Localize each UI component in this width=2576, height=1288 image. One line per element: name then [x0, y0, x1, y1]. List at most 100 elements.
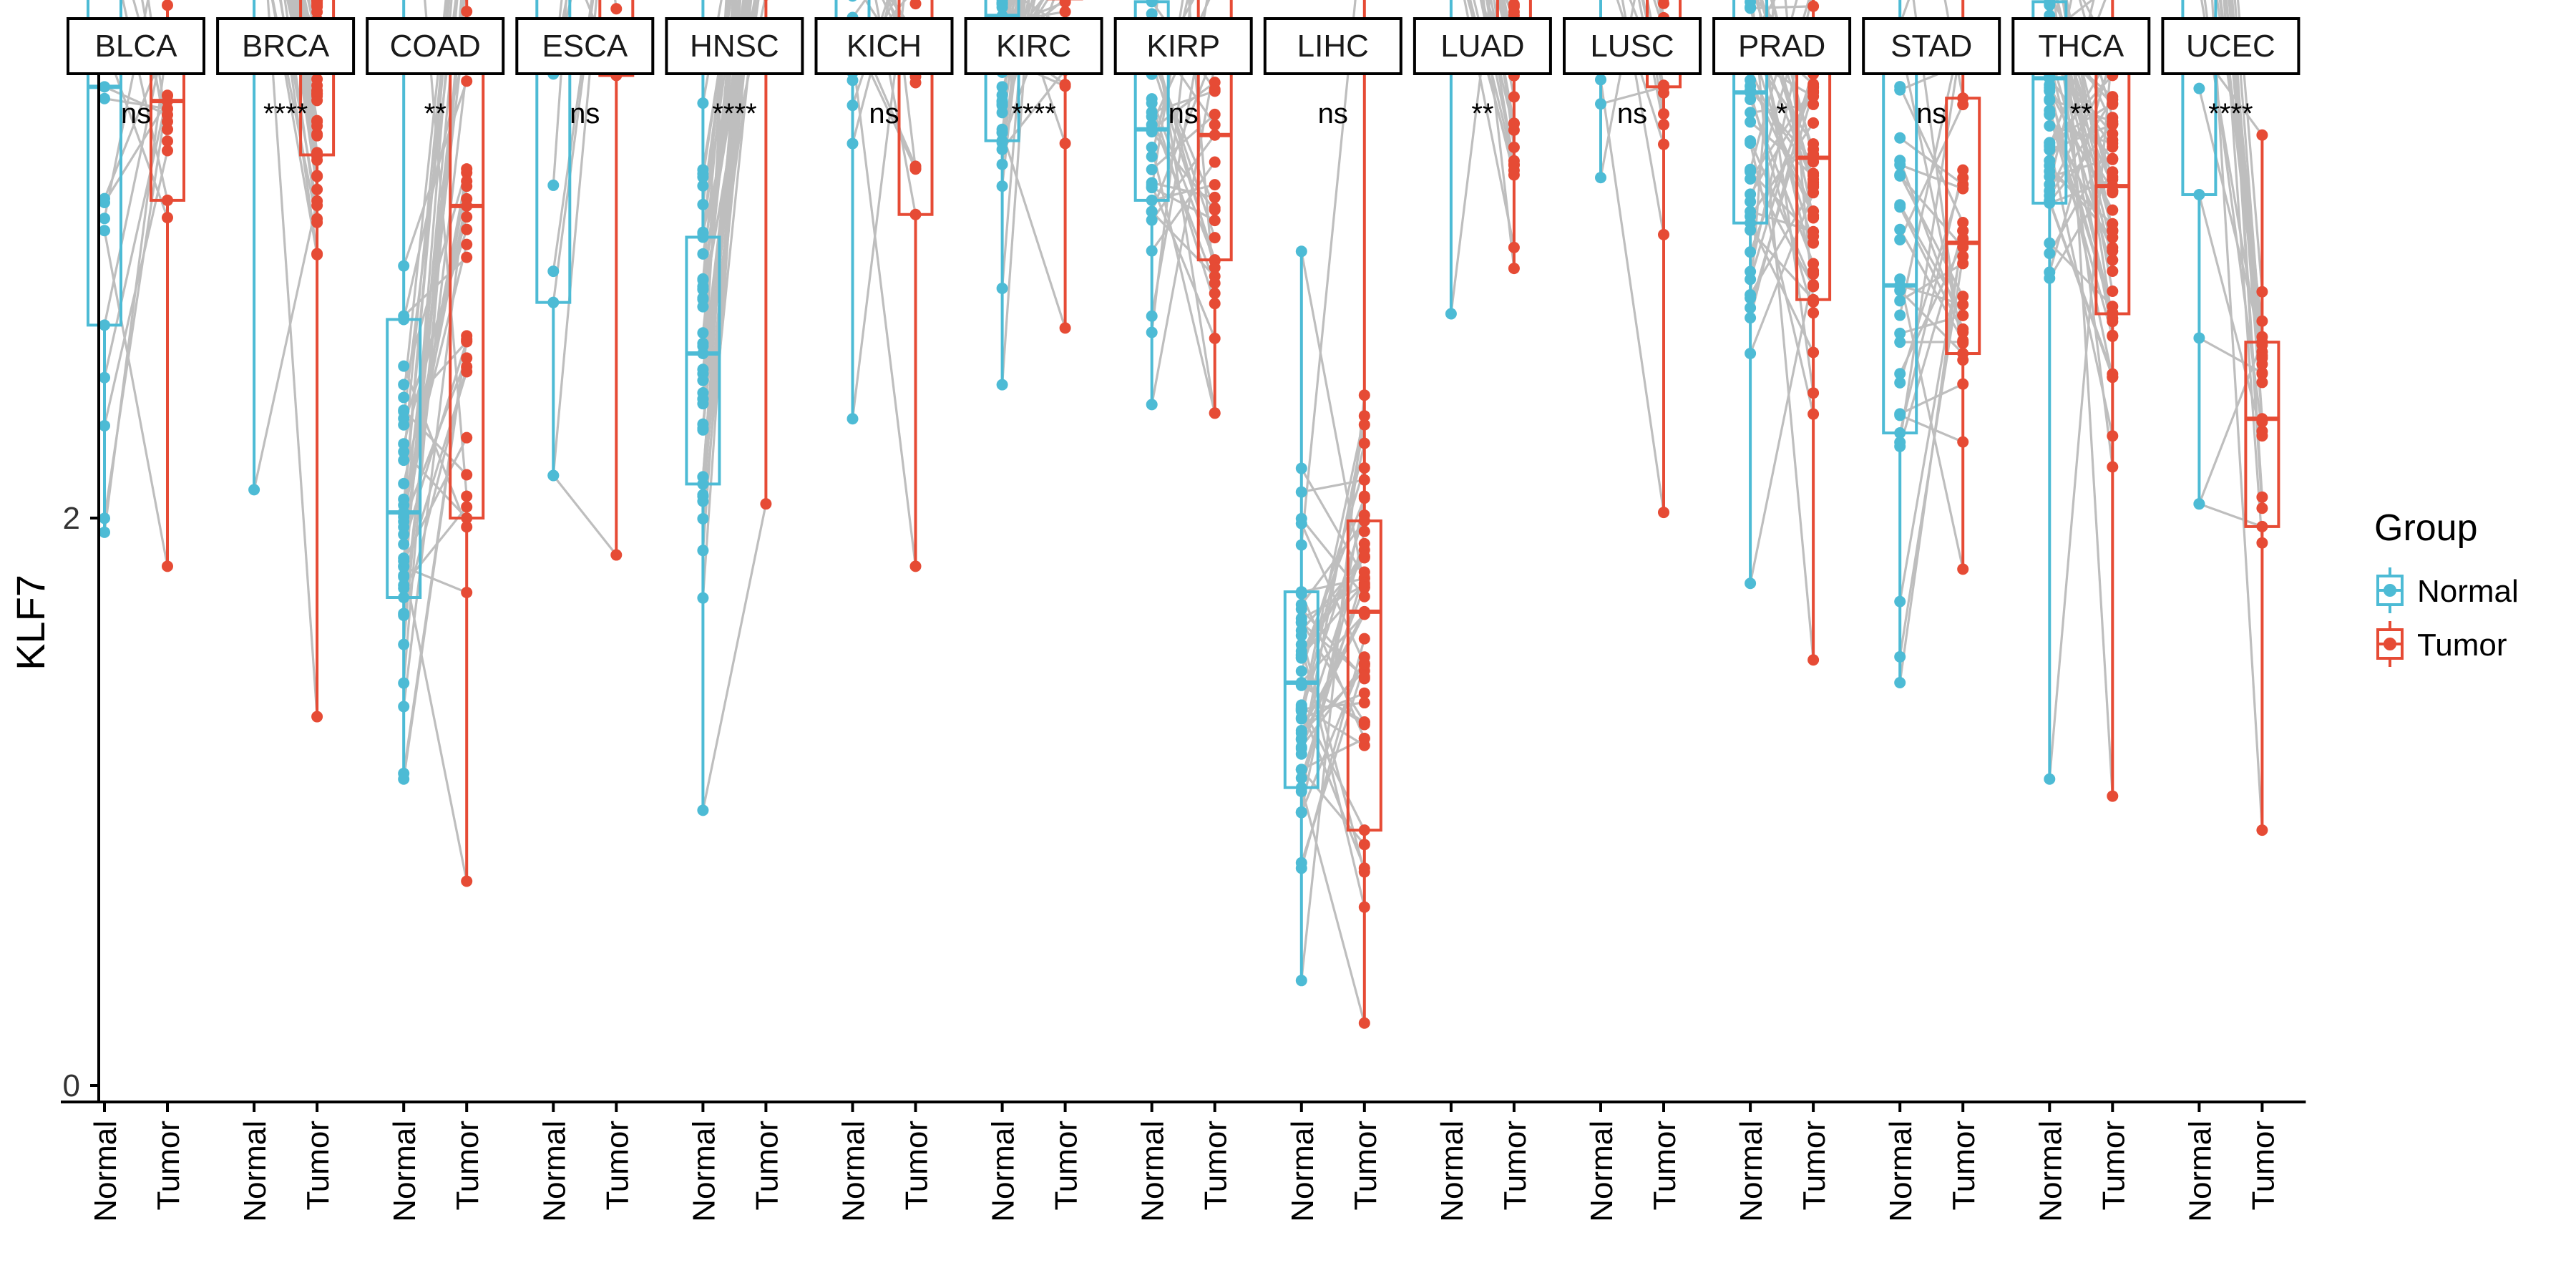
significance-label: ns [121, 98, 151, 130]
tumor-point [1358, 697, 1370, 709]
tumor-point [2256, 129, 2268, 141]
legend-tumor-point [2384, 638, 2396, 650]
significance-label: ** [2070, 98, 2092, 130]
tumor-point [1209, 204, 1221, 216]
tumor-point [1957, 298, 1969, 311]
normal-point [99, 526, 110, 538]
paired-line [1749, 186, 1815, 296]
paired-line [1899, 414, 1963, 444]
normal-point [996, 0, 1008, 9]
normal-point [398, 477, 410, 489]
normal-point [996, 143, 1008, 155]
legend-normal-label: Normal [2417, 574, 2519, 609]
normal-point [99, 81, 110, 93]
tumor-point [1807, 654, 1820, 666]
strip-label: KIRP [1146, 29, 1220, 64]
normal-point [1295, 587, 1307, 600]
normal-point [99, 512, 110, 525]
tumor-point [1358, 658, 1370, 670]
paired-line [1898, 177, 1964, 384]
x-tick-label: Normal [686, 1121, 721, 1222]
tumor-point [1658, 138, 1669, 150]
normal-point [398, 592, 410, 604]
normal-point [697, 545, 709, 557]
paired-line [701, 0, 752, 374]
strip-label: UCEC [2186, 29, 2275, 64]
tumor-point [162, 145, 173, 157]
paired-line [402, 436, 468, 562]
normal-point [248, 484, 260, 496]
tumor-point [1358, 410, 1370, 422]
tumor-point [1358, 670, 1370, 683]
tumor-point [2256, 491, 2268, 503]
normal-point [1894, 436, 1906, 449]
paired-line [1301, 701, 1365, 711]
tumor-point [1358, 550, 1370, 562]
tumor-point [1957, 348, 1969, 360]
normal-point [1146, 194, 1158, 206]
normal-point [1146, 205, 1158, 218]
normal-point [1146, 106, 1158, 118]
paired-line [2048, 46, 2114, 779]
paired-line [1300, 572, 1366, 779]
normal-point [398, 446, 410, 458]
normal-point [1894, 408, 1906, 420]
normal-point [2044, 108, 2056, 120]
normal-point [2044, 0, 2054, 3]
tumor-point [1807, 181, 1820, 193]
significance-label: **** [1011, 98, 1055, 130]
normal-point [99, 225, 110, 237]
normal-point [996, 96, 1008, 108]
tumor-point [1209, 298, 1221, 310]
significance-label: ns [1169, 98, 1199, 130]
x-tick-label: Tumor [749, 1121, 784, 1211]
paired-line [1300, 706, 1365, 747]
tumor-point [2107, 242, 2119, 254]
x-tick-label: Normal [1584, 1121, 1619, 1222]
paired-line [1151, 147, 1216, 414]
tumor-point [1358, 590, 1370, 602]
tumor-point [2107, 254, 2119, 266]
normal-point [1146, 214, 1158, 226]
normal-point [847, 137, 859, 150]
tumor-point [1658, 0, 1669, 9]
normal-point [1745, 2, 1757, 14]
normal-point [1295, 648, 1307, 660]
x-tick-label: Tumor [1946, 1121, 1981, 1211]
strip-label: ESCA [542, 29, 628, 64]
tumor-point [2256, 425, 2268, 437]
normal-point [398, 438, 410, 450]
normal-point [697, 489, 709, 501]
paired-line [104, 97, 168, 110]
normal-point [547, 469, 560, 482]
x-tick-label: Normal [1136, 1121, 1171, 1222]
tumor-point [1358, 732, 1370, 744]
strip-label: BRCA [242, 29, 330, 64]
normal-point [398, 379, 410, 391]
paired-line [1463, 0, 1516, 248]
tumor-point [1508, 6, 1520, 18]
paired-line [1151, 131, 1216, 211]
paired-line [1899, 314, 1963, 335]
normal-point [398, 677, 410, 689]
tumor-point [1358, 633, 1370, 645]
paired-line [1300, 517, 1366, 597]
paired-line [103, 100, 169, 203]
normal-point [1295, 486, 1307, 498]
tumor-point [1358, 525, 1370, 537]
normal-point [1146, 163, 1158, 175]
tumor-point [1807, 0, 1820, 12]
normal-point [1894, 427, 1906, 439]
normal-point [99, 197, 110, 209]
normal-point [1745, 93, 1757, 105]
tumor-point [1658, 87, 1669, 99]
tumor-point [763, 0, 769, 1]
normal-point [1894, 233, 1906, 245]
paired-line [552, 0, 598, 476]
normal-point [398, 406, 410, 418]
normal-point [697, 424, 709, 436]
tumor-point [311, 216, 323, 228]
strip-label: KIRC [996, 29, 1071, 64]
tumor-point [162, 95, 173, 107]
tumor-point [1358, 718, 1370, 731]
